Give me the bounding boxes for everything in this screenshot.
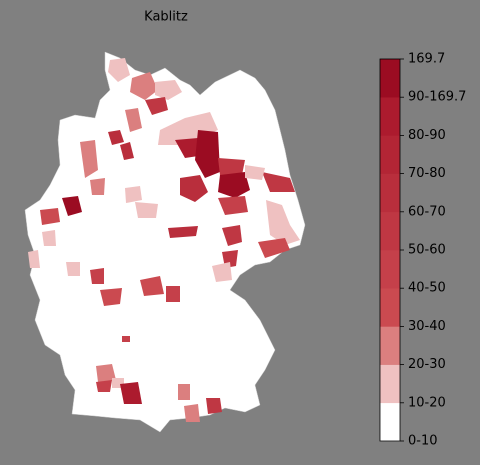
region (262, 172, 295, 192)
region (218, 158, 245, 175)
region (28, 250, 40, 268)
region (158, 112, 218, 145)
legend-swatch (380, 59, 400, 98)
legend-label: 20-30 (408, 357, 446, 372)
region (108, 58, 130, 82)
region (206, 398, 222, 414)
legend-swatch (380, 250, 400, 289)
legend-swatch (380, 135, 400, 174)
legend-label: 60-70 (408, 204, 446, 219)
region (155, 80, 182, 100)
region (130, 72, 158, 100)
legend-label: 40-50 (408, 281, 446, 296)
region (180, 175, 208, 202)
region (218, 196, 248, 215)
legend-label: 10-20 (408, 395, 446, 410)
region (120, 142, 134, 160)
legend-swatch (380, 211, 400, 251)
region (212, 262, 232, 282)
region (178, 384, 190, 400)
region (62, 196, 82, 216)
region (96, 364, 116, 382)
regions (28, 58, 300, 422)
region (125, 108, 142, 132)
region (166, 286, 180, 302)
region (122, 336, 130, 342)
region (145, 97, 168, 115)
region (218, 172, 250, 198)
legend-swatch (380, 364, 400, 404)
region (266, 200, 300, 245)
legend-swatch (380, 173, 400, 213)
legend: 0-10 10-20 20-30 30-40 40-50 50-60 60-70 70-80 8… (379, 52, 466, 449)
region (40, 208, 60, 225)
region (80, 140, 98, 178)
region (140, 276, 164, 296)
legend-swatch (380, 326, 400, 365)
map-title: Kablitz (144, 10, 188, 25)
legend-label: 50-60 (408, 243, 446, 258)
region (195, 130, 220, 178)
region (42, 230, 56, 246)
legend-swatch (380, 402, 400, 442)
region (125, 186, 142, 203)
region (258, 238, 290, 258)
region (108, 130, 124, 145)
legend-label: 70-80 (408, 166, 446, 181)
legend-label: 80-90 (408, 128, 446, 143)
legend-swatch (380, 97, 400, 136)
region (96, 380, 112, 392)
legend-label: 0-10 (408, 434, 438, 449)
region (90, 268, 104, 284)
legend-label: 90-169.7 (408, 90, 466, 105)
region (222, 225, 242, 246)
region (66, 262, 80, 276)
legend-label: 30-40 (408, 319, 446, 334)
region (245, 165, 265, 180)
region (135, 202, 158, 218)
region (168, 226, 198, 238)
region (90, 178, 105, 195)
region (184, 404, 200, 422)
legend-swatch (380, 288, 400, 327)
legend-label: 169.7 (408, 52, 445, 67)
region (120, 382, 142, 404)
region (100, 288, 122, 306)
